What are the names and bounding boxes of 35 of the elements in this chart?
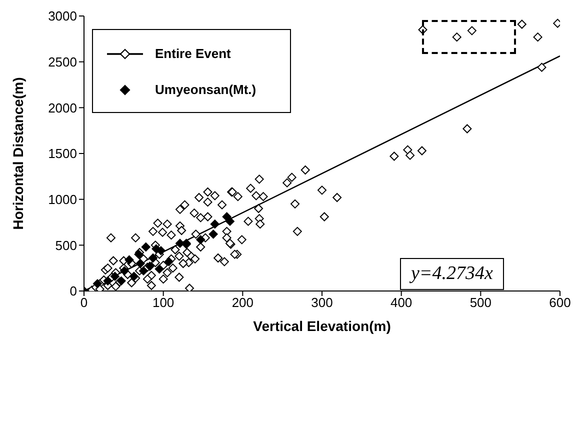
x-tick-label: 500 [470,295,492,310]
point [154,264,164,274]
point [148,254,158,262]
x-axis-title: Vertical Elevation(m) [253,318,391,334]
x-tick-label: 100 [152,295,174,310]
y-tick-label: 1500 [48,146,77,162]
point [139,266,148,276]
legend-label: Umyeonsan(Mt.) [155,82,256,98]
x-tick-label: 400 [390,295,412,310]
y-tick-label: 500 [55,238,77,253]
point [103,276,112,286]
annotation: y=4.2734x [400,258,504,290]
y-tick-label: 3000 [48,8,77,24]
y-tick-label: 0 [70,284,77,299]
point [120,266,129,276]
point [92,279,102,288]
x-tick-label: 600 [549,295,571,310]
y-tick-label: 1000 [48,192,77,207]
legend-label: Entire Event [155,46,231,62]
point [110,272,120,281]
y-axis-title: Horizontal Distance(m) [10,77,26,230]
point [141,242,150,252]
point [196,235,206,244]
point [124,255,134,264]
y-tick-label: 2500 [48,54,77,70]
point [164,257,174,266]
point [208,230,218,239]
point [136,259,145,268]
x-tick-label: 200 [232,295,254,310]
y-tick-label: 2000 [48,100,77,116]
x-tick-label: 0 [80,295,88,310]
point [225,216,234,226]
x-tick-label: 300 [311,295,333,310]
point [210,220,220,229]
point [145,262,154,271]
